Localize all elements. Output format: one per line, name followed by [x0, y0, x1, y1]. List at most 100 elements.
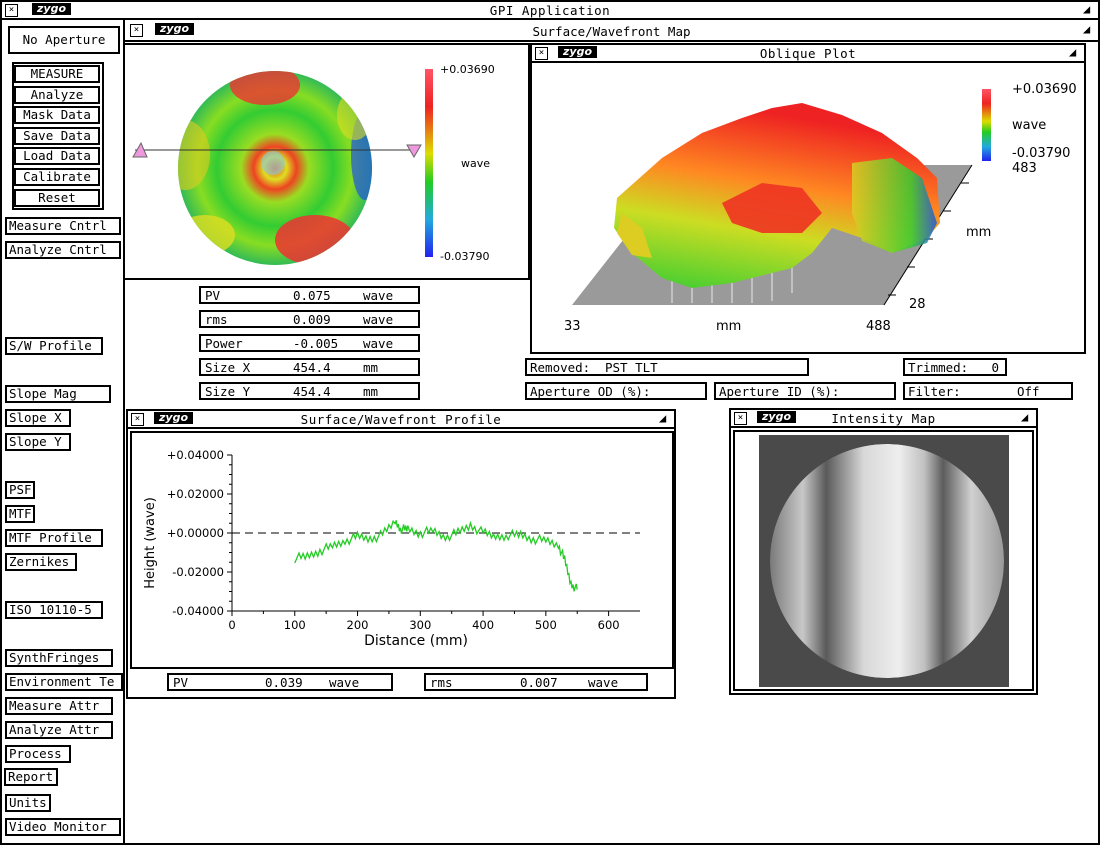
- y-tick-label: +0.00000: [167, 526, 224, 540]
- sidebar-measure-cntrl-button[interactable]: Measure Cntrl: [5, 217, 121, 235]
- trimmed-value: 0: [991, 360, 999, 375]
- oblique-titlebar: × zygo Oblique Plot ◢: [532, 45, 1084, 63]
- oblique-scale-min: -0.03790: [1012, 146, 1071, 161]
- sidebar-slope-y-button[interactable]: Slope Y: [5, 433, 71, 451]
- profile-title: Surface/Wavefront Profile: [300, 411, 502, 427]
- x-tick-label: 500: [535, 618, 557, 632]
- oblique-z-label: 483: [1012, 161, 1037, 176]
- surface-map-svg: [132, 69, 433, 265]
- scale-min: -0.03790: [440, 250, 490, 263]
- stat-value: 454.4: [293, 384, 331, 399]
- aperture-button[interactable]: No Aperture: [8, 26, 120, 54]
- scale-max: +0.03690: [440, 63, 495, 76]
- close-icon[interactable]: ×: [734, 412, 747, 425]
- x-tick-label: 200: [347, 618, 369, 632]
- sidebar-process-button[interactable]: Process: [5, 745, 71, 763]
- intensity-window: × zygo Intensity Map ◢: [729, 408, 1038, 695]
- zygo-logo: zygo: [558, 46, 598, 58]
- profile-end-marker[interactable]: [406, 144, 422, 158]
- oblique-y-start: 28: [909, 297, 926, 312]
- y-tick-label: -0.02000: [172, 565, 224, 579]
- stat-label: Power: [205, 336, 243, 351]
- x-axis-label: Distance (mm): [364, 633, 468, 649]
- resize-icon[interactable]: ◢: [659, 411, 667, 425]
- x-tick-label: 600: [598, 618, 620, 632]
- sidebar-environment-te-button[interactable]: Environment Te: [5, 673, 123, 691]
- stat-power-field: Power -0.005 wave: [199, 334, 420, 352]
- sidebar-s-w-profile-button[interactable]: S/W Profile: [5, 337, 103, 355]
- resize-icon[interactable]: ◢: [1083, 2, 1091, 16]
- stat-unit: mm: [363, 360, 379, 375]
- sidebar-reset-button[interactable]: Reset: [14, 188, 100, 207]
- y-tick-label: -0.04000: [172, 604, 224, 618]
- close-icon[interactable]: ×: [535, 47, 548, 60]
- profile-rms-field: rms 0.007 wave: [424, 673, 648, 691]
- sidebar-slope-x-button[interactable]: Slope X: [5, 409, 71, 427]
- profile-plot-box: +0.04000 +0.02000 +0.00000 -0.02000 -0.04000…: [130, 431, 674, 669]
- surface-map-title: Surface/Wavefront Map: [532, 24, 691, 39]
- removed-label: Removed:: [530, 360, 591, 375]
- sidebar-measure-button[interactable]: MEASURE: [14, 65, 100, 83]
- close-icon[interactable]: ×: [130, 24, 143, 37]
- oblique-x-end: 488: [866, 319, 891, 334]
- measure-group: [12, 62, 104, 210]
- aperture-od-field: Aperture OD (%):: [525, 382, 707, 400]
- app-titlebar: × zygo GPI Application ◢: [2, 2, 1098, 20]
- filter-value: Off: [1017, 384, 1040, 399]
- profile-window: × zygo Surface/Wavefront Profile ◢ +0.04…: [126, 409, 676, 699]
- surface-map-panel: +0.03690 wave -0.03790: [125, 43, 530, 280]
- sidebar-synthfringes-button[interactable]: SynthFringes: [5, 649, 113, 667]
- stat-label: PV: [205, 288, 221, 303]
- stat-size-x-field: Size X 454.4 mm: [199, 358, 420, 376]
- sidebar-load-data-button[interactable]: Load Data: [14, 147, 100, 166]
- profile-pv-unit: wave: [329, 675, 360, 690]
- stat-rms-field: rms 0.009 wave: [199, 310, 420, 328]
- sidebar-slope-mag-button[interactable]: Slope Mag: [5, 385, 111, 403]
- sidebar-measure-attr-button[interactable]: Measure Attr: [5, 697, 113, 715]
- sidebar-zernikes-button[interactable]: Zernikes: [5, 553, 77, 571]
- sidebar-iso-10110-5-button[interactable]: ISO 10110-5: [5, 601, 103, 619]
- oblique-x-start: 33: [564, 319, 581, 334]
- close-icon[interactable]: ×: [5, 4, 18, 17]
- resize-icon[interactable]: ◢: [1021, 410, 1029, 424]
- profile-start-marker[interactable]: [132, 141, 148, 158]
- sidebar-mtf-profile-button[interactable]: MTF Profile: [5, 529, 103, 547]
- stat-label: Size Y: [205, 384, 251, 399]
- x-tick-label: 300: [409, 618, 431, 632]
- stat-pv-field: PV 0.075 wave: [199, 286, 420, 304]
- sidebar-mtf-button[interactable]: MTF: [5, 505, 35, 523]
- resize-icon[interactable]: ◢: [1069, 45, 1077, 59]
- sidebar-mask-data-button[interactable]: Mask Data: [14, 106, 100, 125]
- oblique-y-label: mm: [966, 225, 992, 240]
- profile-rms-value: 0.007: [520, 675, 558, 690]
- sidebar-calibrate-button[interactable]: Calibrate: [14, 168, 100, 186]
- sidebar-report-button[interactable]: Report: [4, 768, 58, 786]
- oblique-scale-max: +0.03690: [1012, 82, 1077, 97]
- zygo-logo: zygo: [155, 23, 195, 35]
- stat-unit: mm: [363, 384, 379, 399]
- stat-label: rms: [205, 312, 228, 327]
- zygo-logo: zygo: [32, 3, 72, 15]
- profile-chart: +0.04000 +0.02000 +0.00000 -0.02000 -0.04000…: [143, 448, 640, 649]
- sidebar-analyze-button[interactable]: Analyze: [14, 85, 100, 104]
- sidebar-analyze-attr-button[interactable]: Analyze Attr: [5, 721, 113, 739]
- app-title: GPI Application: [489, 2, 611, 18]
- resize-icon[interactable]: ◢: [1083, 22, 1091, 36]
- sidebar-analyze-cntrl-button[interactable]: Analyze Cntrl: [5, 241, 121, 259]
- profile-pv-value: 0.039: [265, 675, 303, 690]
- oblique-window: × zygo Oblique Plot ◢: [530, 43, 1086, 354]
- sidebar-save-data-button[interactable]: Save Data: [14, 126, 100, 145]
- stat-unit: wave: [363, 312, 394, 327]
- zygo-logo: zygo: [757, 411, 797, 423]
- stat-value: 0.075: [293, 288, 331, 303]
- sidebar-units-button[interactable]: Units: [5, 794, 51, 812]
- intensity-titlebar: × zygo Intensity Map ◢: [731, 410, 1036, 428]
- intensity-inner: [733, 430, 1034, 691]
- close-icon[interactable]: ×: [131, 413, 144, 426]
- aperture-od-label: Aperture OD (%):: [530, 384, 651, 399]
- stat-size-y-field: Size Y 454.4 mm: [199, 382, 420, 400]
- sidebar-video-monitor-button[interactable]: Video Monitor: [5, 818, 121, 836]
- oblique-svg: [572, 89, 991, 306]
- aperture-id-label: Aperture ID (%):: [719, 384, 840, 399]
- sidebar-psf-button[interactable]: PSF: [5, 481, 35, 499]
